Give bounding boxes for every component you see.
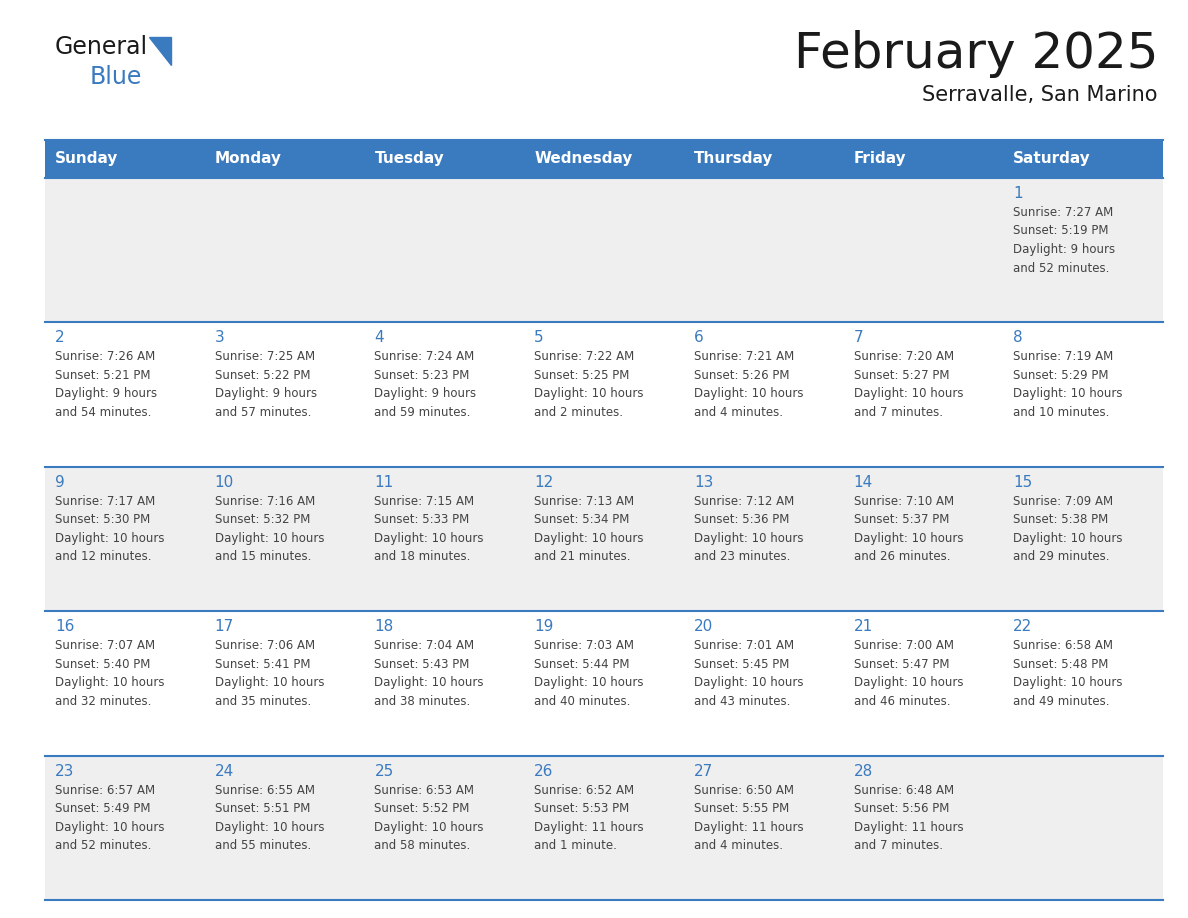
Text: Serravalle, San Marino: Serravalle, San Marino [923, 85, 1158, 105]
Text: Sunrise: 7:10 AM
Sunset: 5:37 PM
Daylight: 10 hours
and 26 minutes.: Sunrise: 7:10 AM Sunset: 5:37 PM Dayligh… [853, 495, 963, 564]
Bar [45, 466, 1163, 611]
Text: Wednesday: Wednesday [535, 151, 632, 166]
Text: Sunrise: 7:27 AM
Sunset: 5:19 PM
Daylight: 9 hours
and 52 minutes.: Sunrise: 7:27 AM Sunset: 5:19 PM Dayligh… [1013, 206, 1116, 274]
Text: 2: 2 [55, 330, 64, 345]
Text: 26: 26 [535, 764, 554, 778]
Text: Sunrise: 7:15 AM
Sunset: 5:33 PM
Daylight: 10 hours
and 18 minutes.: Sunrise: 7:15 AM Sunset: 5:33 PM Dayligh… [374, 495, 484, 564]
Polygon shape [148, 37, 171, 65]
Text: 9: 9 [55, 475, 65, 490]
Text: Sunrise: 7:07 AM
Sunset: 5:40 PM
Daylight: 10 hours
and 32 minutes.: Sunrise: 7:07 AM Sunset: 5:40 PM Dayligh… [55, 639, 164, 708]
Text: Sunrise: 7:09 AM
Sunset: 5:38 PM
Daylight: 10 hours
and 29 minutes.: Sunrise: 7:09 AM Sunset: 5:38 PM Dayligh… [1013, 495, 1123, 564]
Text: Sunrise: 7:20 AM
Sunset: 5:27 PM
Daylight: 10 hours
and 7 minutes.: Sunrise: 7:20 AM Sunset: 5:27 PM Dayligh… [853, 351, 963, 419]
Text: Sunrise: 7:16 AM
Sunset: 5:32 PM
Daylight: 10 hours
and 15 minutes.: Sunrise: 7:16 AM Sunset: 5:32 PM Dayligh… [215, 495, 324, 564]
Text: Sunrise: 7:22 AM
Sunset: 5:25 PM
Daylight: 10 hours
and 2 minutes.: Sunrise: 7:22 AM Sunset: 5:25 PM Dayligh… [535, 351, 644, 419]
Text: Sunrise: 7:25 AM
Sunset: 5:22 PM
Daylight: 9 hours
and 57 minutes.: Sunrise: 7:25 AM Sunset: 5:22 PM Dayligh… [215, 351, 317, 419]
Text: Sunrise: 6:50 AM
Sunset: 5:55 PM
Daylight: 11 hours
and 4 minutes.: Sunrise: 6:50 AM Sunset: 5:55 PM Dayligh… [694, 784, 803, 852]
Text: Monday: Monday [215, 151, 282, 166]
Text: 16: 16 [55, 620, 75, 634]
Text: 21: 21 [853, 620, 873, 634]
Text: Tuesday: Tuesday [374, 151, 444, 166]
Text: 28: 28 [853, 764, 873, 778]
Text: 13: 13 [694, 475, 713, 490]
Bar [45, 756, 1163, 900]
Text: 6: 6 [694, 330, 703, 345]
Text: Sunrise: 7:01 AM
Sunset: 5:45 PM
Daylight: 10 hours
and 43 minutes.: Sunrise: 7:01 AM Sunset: 5:45 PM Dayligh… [694, 639, 803, 708]
Text: 17: 17 [215, 620, 234, 634]
Text: 18: 18 [374, 620, 393, 634]
Bar [45, 178, 1163, 322]
Text: Sunrise: 7:00 AM
Sunset: 5:47 PM
Daylight: 10 hours
and 46 minutes.: Sunrise: 7:00 AM Sunset: 5:47 PM Dayligh… [853, 639, 963, 708]
Text: 10: 10 [215, 475, 234, 490]
Text: Sunrise: 6:55 AM
Sunset: 5:51 PM
Daylight: 10 hours
and 55 minutes.: Sunrise: 6:55 AM Sunset: 5:51 PM Dayligh… [215, 784, 324, 852]
Text: 15: 15 [1013, 475, 1032, 490]
Text: Sunrise: 7:13 AM
Sunset: 5:34 PM
Daylight: 10 hours
and 21 minutes.: Sunrise: 7:13 AM Sunset: 5:34 PM Dayligh… [535, 495, 644, 564]
Text: 1: 1 [1013, 186, 1023, 201]
Text: 5: 5 [535, 330, 544, 345]
Text: 7: 7 [853, 330, 864, 345]
Text: Friday: Friday [853, 151, 906, 166]
Bar [45, 322, 1163, 466]
Bar [45, 611, 1163, 756]
Text: 12: 12 [535, 475, 554, 490]
Text: 11: 11 [374, 475, 393, 490]
Text: 27: 27 [694, 764, 713, 778]
Text: 4: 4 [374, 330, 384, 345]
Text: 3: 3 [215, 330, 225, 345]
Text: Sunrise: 7:19 AM
Sunset: 5:29 PM
Daylight: 10 hours
and 10 minutes.: Sunrise: 7:19 AM Sunset: 5:29 PM Dayligh… [1013, 351, 1123, 419]
Text: Sunrise: 7:17 AM
Sunset: 5:30 PM
Daylight: 10 hours
and 12 minutes.: Sunrise: 7:17 AM Sunset: 5:30 PM Dayligh… [55, 495, 164, 564]
Bar [45, 140, 1163, 178]
Text: Sunrise: 7:21 AM
Sunset: 5:26 PM
Daylight: 10 hours
and 4 minutes.: Sunrise: 7:21 AM Sunset: 5:26 PM Dayligh… [694, 351, 803, 419]
Text: 22: 22 [1013, 620, 1032, 634]
Text: Sunrise: 6:53 AM
Sunset: 5:52 PM
Daylight: 10 hours
and 58 minutes.: Sunrise: 6:53 AM Sunset: 5:52 PM Dayligh… [374, 784, 484, 852]
Text: Sunrise: 6:52 AM
Sunset: 5:53 PM
Daylight: 11 hours
and 1 minute.: Sunrise: 6:52 AM Sunset: 5:53 PM Dayligh… [535, 784, 644, 852]
Text: 24: 24 [215, 764, 234, 778]
Text: Saturday: Saturday [1013, 151, 1091, 166]
Text: General: General [55, 35, 148, 59]
Text: February 2025: February 2025 [794, 30, 1158, 78]
Text: Sunrise: 6:57 AM
Sunset: 5:49 PM
Daylight: 10 hours
and 52 minutes.: Sunrise: 6:57 AM Sunset: 5:49 PM Dayligh… [55, 784, 164, 852]
Text: 25: 25 [374, 764, 393, 778]
Text: Sunrise: 6:58 AM
Sunset: 5:48 PM
Daylight: 10 hours
and 49 minutes.: Sunrise: 6:58 AM Sunset: 5:48 PM Dayligh… [1013, 639, 1123, 708]
Text: 23: 23 [55, 764, 75, 778]
Text: 19: 19 [535, 620, 554, 634]
Text: Sunrise: 7:03 AM
Sunset: 5:44 PM
Daylight: 10 hours
and 40 minutes.: Sunrise: 7:03 AM Sunset: 5:44 PM Dayligh… [535, 639, 644, 708]
Text: Sunrise: 7:26 AM
Sunset: 5:21 PM
Daylight: 9 hours
and 54 minutes.: Sunrise: 7:26 AM Sunset: 5:21 PM Dayligh… [55, 351, 157, 419]
Text: Sunrise: 6:48 AM
Sunset: 5:56 PM
Daylight: 11 hours
and 7 minutes.: Sunrise: 6:48 AM Sunset: 5:56 PM Dayligh… [853, 784, 963, 852]
Text: Blue: Blue [90, 65, 143, 89]
Text: Thursday: Thursday [694, 151, 773, 166]
Text: 14: 14 [853, 475, 873, 490]
Text: 20: 20 [694, 620, 713, 634]
Text: Sunrise: 7:24 AM
Sunset: 5:23 PM
Daylight: 9 hours
and 59 minutes.: Sunrise: 7:24 AM Sunset: 5:23 PM Dayligh… [374, 351, 476, 419]
Text: Sunrise: 7:12 AM
Sunset: 5:36 PM
Daylight: 10 hours
and 23 minutes.: Sunrise: 7:12 AM Sunset: 5:36 PM Dayligh… [694, 495, 803, 564]
Text: Sunrise: 7:04 AM
Sunset: 5:43 PM
Daylight: 10 hours
and 38 minutes.: Sunrise: 7:04 AM Sunset: 5:43 PM Dayligh… [374, 639, 484, 708]
Text: Sunrise: 7:06 AM
Sunset: 5:41 PM
Daylight: 10 hours
and 35 minutes.: Sunrise: 7:06 AM Sunset: 5:41 PM Dayligh… [215, 639, 324, 708]
Text: 8: 8 [1013, 330, 1023, 345]
Text: Sunday: Sunday [55, 151, 119, 166]
